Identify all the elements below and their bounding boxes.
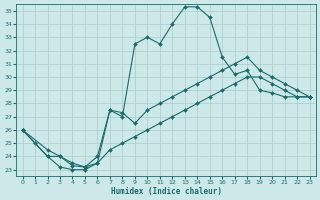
X-axis label: Humidex (Indice chaleur): Humidex (Indice chaleur): [111, 187, 221, 196]
